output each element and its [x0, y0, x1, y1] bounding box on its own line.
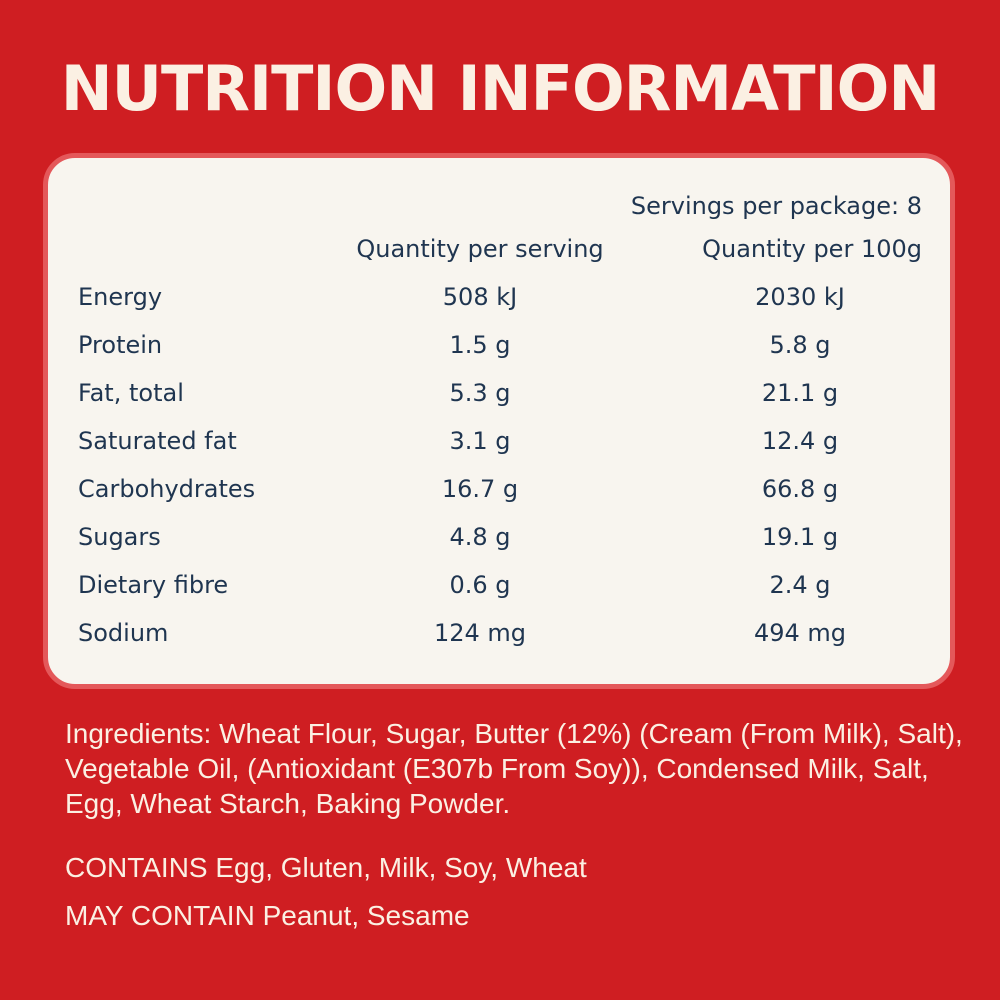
per-100g: 12.4 g — [761, 427, 839, 455]
row-label: Sodium — [78, 619, 169, 647]
per-100g: 494 mg — [753, 619, 847, 647]
per-serving: 3.1 g — [449, 427, 511, 455]
per-100g: 2.4 g — [769, 571, 831, 599]
row-label: Protein — [78, 331, 163, 359]
per-100g: 19.1 g — [761, 523, 839, 551]
title: NUTRITION INFORMATION — [60, 52, 940, 125]
row-label: Fat, total — [78, 379, 184, 407]
servings: Servings per package: 8 — [630, 192, 922, 220]
allergen-line: CONTAINS Egg, Gluten, Milk, Soy, Wheat — [65, 852, 587, 883]
per-serving: 16.7 g — [441, 475, 519, 503]
per-100g: 2030 kJ — [755, 283, 845, 311]
column-header: Quantity per serving — [356, 235, 604, 263]
per-100g: 66.8 g — [761, 475, 839, 503]
per-serving: 124 mg — [433, 619, 527, 647]
row-label: Saturated fat — [78, 427, 237, 455]
allergen-line: MAY CONTAIN Peanut, Sesame — [65, 900, 470, 931]
per-serving: 4.8 g — [449, 523, 511, 551]
nutrition-card — [43, 153, 955, 689]
per-100g: 5.8 g — [769, 331, 831, 359]
ingredients: Ingredients: Wheat Flour, Sugar, Butter … — [65, 718, 963, 819]
per-serving: 508 kJ — [442, 283, 518, 311]
row-label: Carbohydrates — [78, 475, 256, 503]
per-serving: 1.5 g — [449, 331, 511, 359]
column-header: Quantity per 100g — [702, 235, 922, 263]
row-label: Sugars — [78, 523, 161, 551]
per-serving: 5.3 g — [449, 379, 511, 407]
per-100g: 21.1 g — [761, 379, 839, 407]
row-label: Dietary fibre — [78, 571, 229, 599]
row-label: Energy — [78, 283, 163, 311]
per-serving: 0.6 g — [449, 571, 511, 599]
